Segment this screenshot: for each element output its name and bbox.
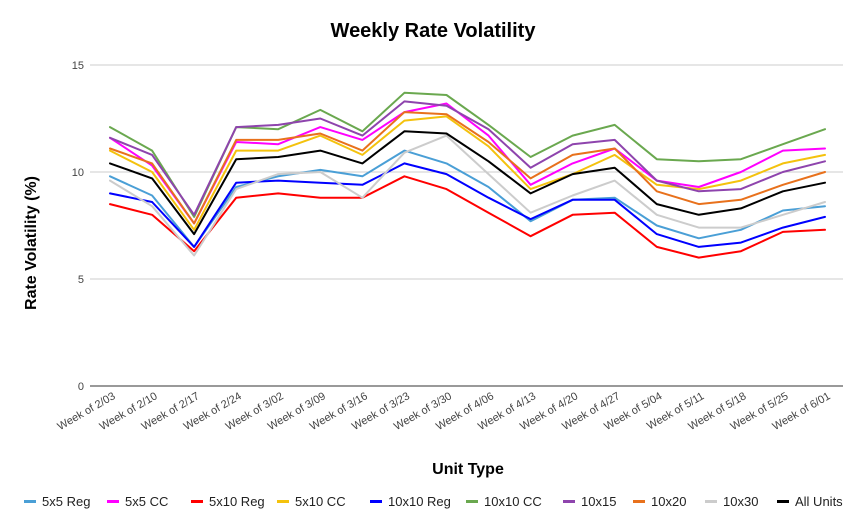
legend-swatch [466,500,478,503]
legend-swatch [107,500,119,503]
series-line [109,100,826,216]
legend-label: 5x5 CC [125,494,168,509]
legend-swatch [563,500,575,503]
x-axis-label: Unit Type [432,461,504,478]
legend-label: 10x10 CC [484,494,542,509]
legend-swatch [370,500,382,503]
legend: 5x5 Reg 5x5 CC 5x10 Reg 5x10 CC 10x10 Reg 10x… [24,494,843,509]
legend-label: 10x30 [723,494,758,509]
series-line [109,175,826,259]
legend-label: All Units [795,494,843,509]
legend-swatch [191,500,203,503]
legend-swatch [277,500,289,503]
series-line [109,162,826,248]
series-line [109,130,826,236]
y-tick-label: 15 [72,60,84,72]
legend-swatch [777,500,789,503]
legend-swatch [24,500,36,503]
legend-label: 5x10 CC [295,494,346,509]
y-tick-label: 5 [78,274,84,286]
legend-label: 10x20 [651,494,686,509]
chart-title: Weekly Rate Volatility [331,20,537,42]
gridlines [90,64,843,387]
series-lines [109,91,826,259]
y-axis-label: Rate Volatility (%) [23,176,40,310]
legend-label: 10x10 Reg [388,494,451,509]
legend-label: 10x15 [581,494,616,509]
series-line [109,111,826,225]
series-line [109,149,826,248]
y-tick-labels: 0 5 10 15 [72,60,84,393]
legend-swatch [705,500,717,503]
legend-label: 5x5 Reg [42,494,90,509]
series-line [109,134,826,257]
series-line [109,115,826,231]
series-line [109,102,826,225]
y-tick-label: 0 [78,381,84,393]
y-tick-label: 10 [72,167,84,179]
legend-label: 5x10 Reg [209,494,265,509]
legend-swatch [633,500,645,503]
